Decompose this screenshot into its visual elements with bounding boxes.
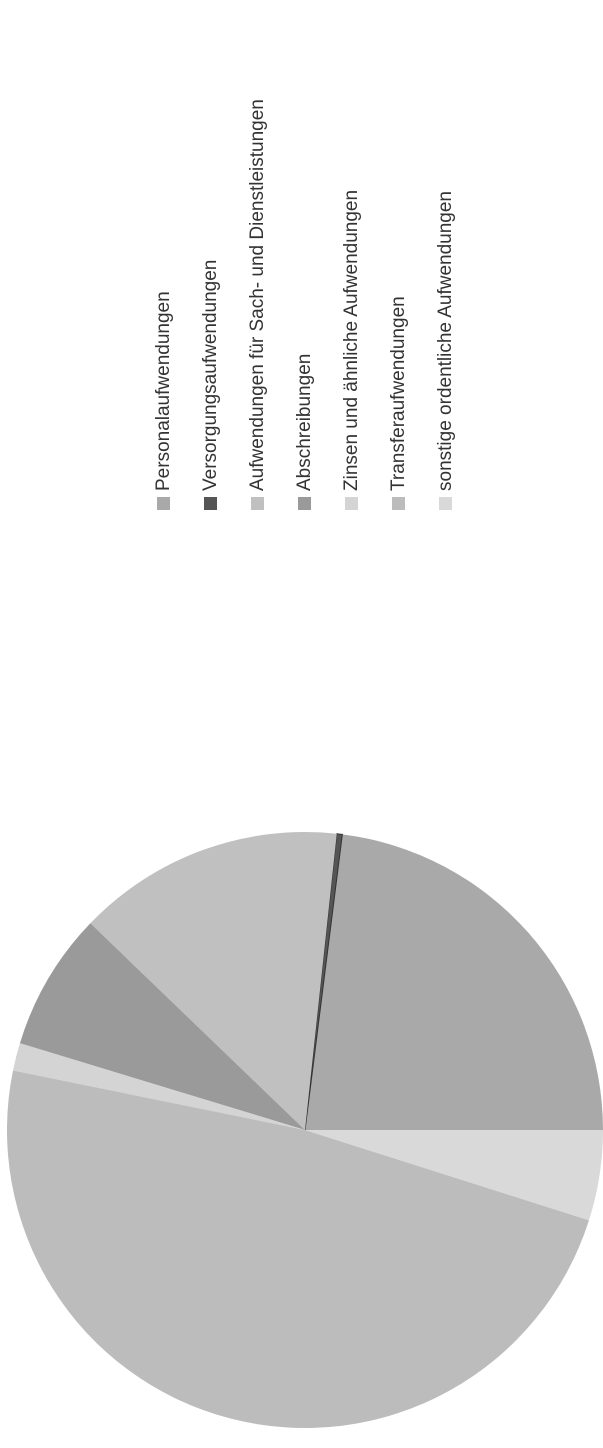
legend-item-7: sonstige ordentliche Aufwendungen (422, 0, 469, 510)
pie-slice-2 (304, 833, 343, 1131)
legend-swatch (204, 497, 217, 510)
legend-label: Aufwendungen für Sach- und Dienstleistun… (246, 99, 268, 491)
pie-slice-6 (6, 1070, 589, 1429)
legend-swatch (345, 497, 358, 510)
legend-swatch (157, 497, 170, 510)
legend-label: Transferaufwendungen (387, 296, 409, 491)
pie-slice-3 (90, 832, 337, 1130)
pie-slice-4 (19, 923, 306, 1130)
legend-item-3: Aufwendungen für Sach- und Dienstleistun… (234, 0, 281, 510)
legend-item-1: Personalaufwendungen (140, 0, 187, 510)
pie-slice-7 (305, 1130, 603, 1221)
legend-item-4: Abschreibungen (281, 0, 328, 510)
legend-label: sonstige ordentliche Aufwendungen (434, 190, 456, 491)
legend-item-2: Versorgungsaufwendungen (187, 0, 234, 510)
legend: Personalaufwendungen Versorgungsaufwendun… (140, 0, 470, 510)
pie-slice-5 (13, 1043, 305, 1130)
legend-item-6: Transferaufwendungen (375, 0, 422, 510)
legend-label: Zinsen und ähnliche Aufwendungen (340, 189, 362, 491)
legend-swatch (439, 497, 452, 510)
legend-label: Personalaufwendungen (152, 291, 174, 491)
legend-label: Abschreibungen (293, 353, 315, 491)
legend-swatch (392, 497, 405, 510)
legend-swatch (251, 497, 264, 510)
pie-slice-1 (305, 834, 603, 1130)
legend-swatch (298, 497, 311, 510)
legend-item-5: Zinsen und ähnliche Aufwendungen (328, 0, 375, 510)
legend-label: Versorgungsaufwendungen (199, 259, 221, 491)
